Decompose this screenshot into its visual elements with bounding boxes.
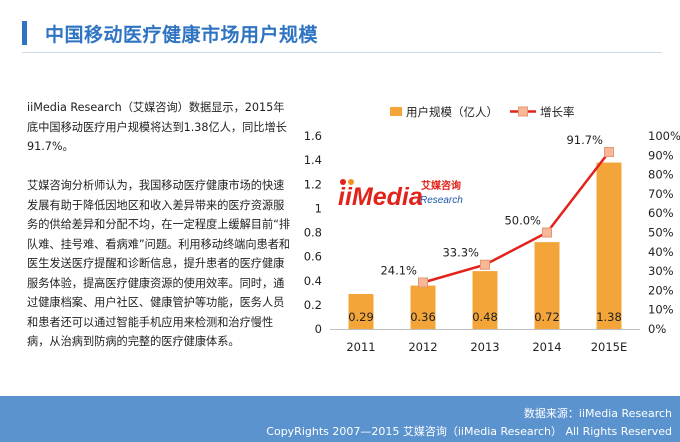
growth-rate-label: 91.7% [566,133,603,147]
y-tick-label: 1.4 [304,153,322,167]
y2-tick-label: 90% [648,148,674,162]
y2-tick-label: 0% [648,322,666,336]
x-tick-label: 2014 [532,340,561,354]
x-tick-label: 2011 [346,340,375,354]
growth-rate-marker [604,147,614,158]
y-tick-label: 0.6 [304,250,322,264]
description-text: iiMedia Research（艾媒咨询）数据显示，2015年底中国移动医疗用… [27,98,295,371]
growth-rate-marker [542,227,552,238]
y2-tick-label: 20% [648,283,674,297]
title-accent-bar [22,21,27,45]
bar-value-label: 0.48 [472,310,498,324]
legend-marker-sample [518,106,528,117]
growth-rate-line [422,151,610,284]
bar [472,271,498,329]
y2-tick-label: 100% [648,129,680,143]
growth-rate-label: 50.0% [504,214,541,228]
bar-value-label: 0.72 [534,310,560,324]
title-divider [22,52,662,53]
legend-label-line: 增长率 [540,105,575,119]
footer-source: 数据来源：iiMedia Research [523,407,672,420]
y-tick-label: 0.2 [304,298,322,312]
y2-tick-label: 10% [648,303,674,317]
x-tick-label: 2012 [408,340,437,354]
logo-main-text: iiMedia [338,183,423,211]
growth-rate-label: 33.3% [442,246,479,260]
logo-sub-text: Research [420,195,463,206]
user-scale-chart: 0 0.2 0.4 0.6 0.8 1 1.2 1.4 1.6 0% 10% 20% 30% 40% 50%… [304,105,680,354]
logo-cn-text: 艾媒咨询 [421,179,461,192]
bar-value-label: 1.38 [596,310,622,324]
y2-tick-label: 60% [648,206,674,220]
growth-rate-label: 24.1% [380,263,417,277]
description-paragraph-2: 艾媒咨询分析师认为，我国移动医疗健康市场的快速发展有助于降低因地区和收入差异带来… [27,179,291,348]
iimedia-logo: iiMedia 艾媒咨询 Research [336,176,476,212]
bar [534,242,560,329]
legend-label-bar: 用户规模（亿人） [406,105,498,119]
bar-value-label: 0.36 [410,310,436,324]
title-bar: 中国移动医疗健康市场用户规模 [22,18,318,48]
y2-tick-label: 40% [648,245,674,259]
footer-copyright: CopyRights 2007—2015 艾媒咨询（iiMedia Resear… [266,425,672,438]
y-tick-label: 0.4 [304,274,322,288]
page-title: 中国移动医疗健康市场用户规模 [45,23,319,46]
legend-swatch-bar [390,107,402,116]
y2-tick-label: 80% [648,168,674,182]
y-tick-label: 1 [315,201,322,215]
y-tick-label: 0.8 [304,226,322,240]
y-tick-label: 1.6 [304,129,322,143]
y2-tick-label: 70% [648,187,674,201]
growth-rate-marker [480,259,490,270]
x-tick-label: 2015E [591,340,628,354]
y2-tick-label: 50% [648,226,674,240]
y2-tick-label: 30% [648,264,674,278]
bar [596,162,622,329]
growth-rate-marker [418,277,428,288]
y-tick-label: 0 [315,322,322,336]
bar-value-label: 0.29 [348,310,374,324]
bar [410,285,436,329]
y-tick-label: 1.2 [304,177,322,191]
x-tick-label: 2013 [470,340,499,354]
footer: 数据来源：iiMedia Research CopyRights 2007—20… [0,396,680,442]
iimedia-logo-mark: iiMedia 艾媒咨询 Research [338,179,463,211]
description-paragraph-1: iiMedia Research（艾媒咨询）数据显示，2015年底中国移动医疗用… [27,101,287,153]
bar [348,294,374,329]
